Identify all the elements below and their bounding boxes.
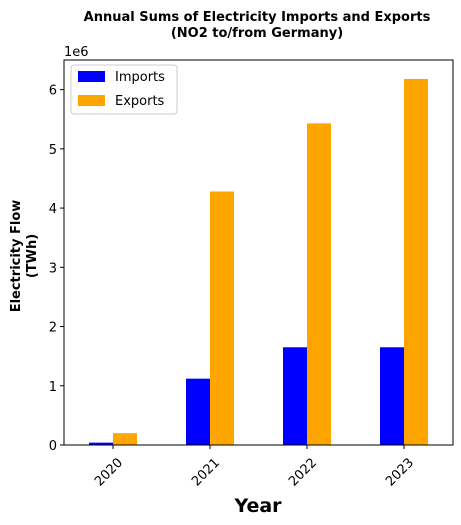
bar-imports-2020 xyxy=(89,442,113,445)
y-offset-label: 1e6 xyxy=(64,45,89,60)
y-tick-label: 0 xyxy=(49,439,57,454)
chart-title: Annual Sums of Electricity Imports and E… xyxy=(84,10,431,25)
legend-swatch-exports xyxy=(78,95,105,106)
x-tick-label-2020: 2020 xyxy=(92,455,126,489)
legend-swatch-imports xyxy=(78,71,105,82)
y-axis-label-line2: (TWh) xyxy=(25,234,40,278)
bar-exports-2022 xyxy=(307,123,331,445)
bar-exports-2021 xyxy=(210,191,234,445)
chart-subtitle: (NO2 to/from Germany) xyxy=(171,26,343,41)
x-tick-label-2021: 2021 xyxy=(189,455,223,489)
legend-label-imports: Imports xyxy=(115,70,165,85)
y-tick-label: 4 xyxy=(49,202,57,217)
y-tick-label: 6 xyxy=(49,84,57,99)
y-tick-label: 1 xyxy=(49,380,57,395)
legend-label-exports: Exports xyxy=(115,94,165,109)
plot-frame xyxy=(63,59,454,446)
legend: Imports Exports xyxy=(70,64,178,115)
x-ticks-group: 2020 2021 2022 2023 xyxy=(92,445,417,489)
bar-exports-2020 xyxy=(113,433,137,445)
y-tick-label: 5 xyxy=(49,143,57,158)
x-tick-label-2023: 2023 xyxy=(383,455,417,489)
y-tick-label: 2 xyxy=(49,321,57,336)
y-axis-label-line1: Electricity Flow xyxy=(9,200,24,313)
x-axis-label: Year xyxy=(233,495,282,517)
bars-group xyxy=(89,78,428,445)
bar-exports-2023 xyxy=(404,78,428,445)
bar-imports-2021 xyxy=(186,378,210,445)
y-ticks-group: 0 1 2 3 4 5 6 xyxy=(49,84,64,454)
x-tick-label-2022: 2022 xyxy=(286,455,320,489)
bar-imports-2022 xyxy=(283,347,307,445)
y-tick-label: 3 xyxy=(49,261,57,276)
bar-imports-2023 xyxy=(380,347,404,445)
